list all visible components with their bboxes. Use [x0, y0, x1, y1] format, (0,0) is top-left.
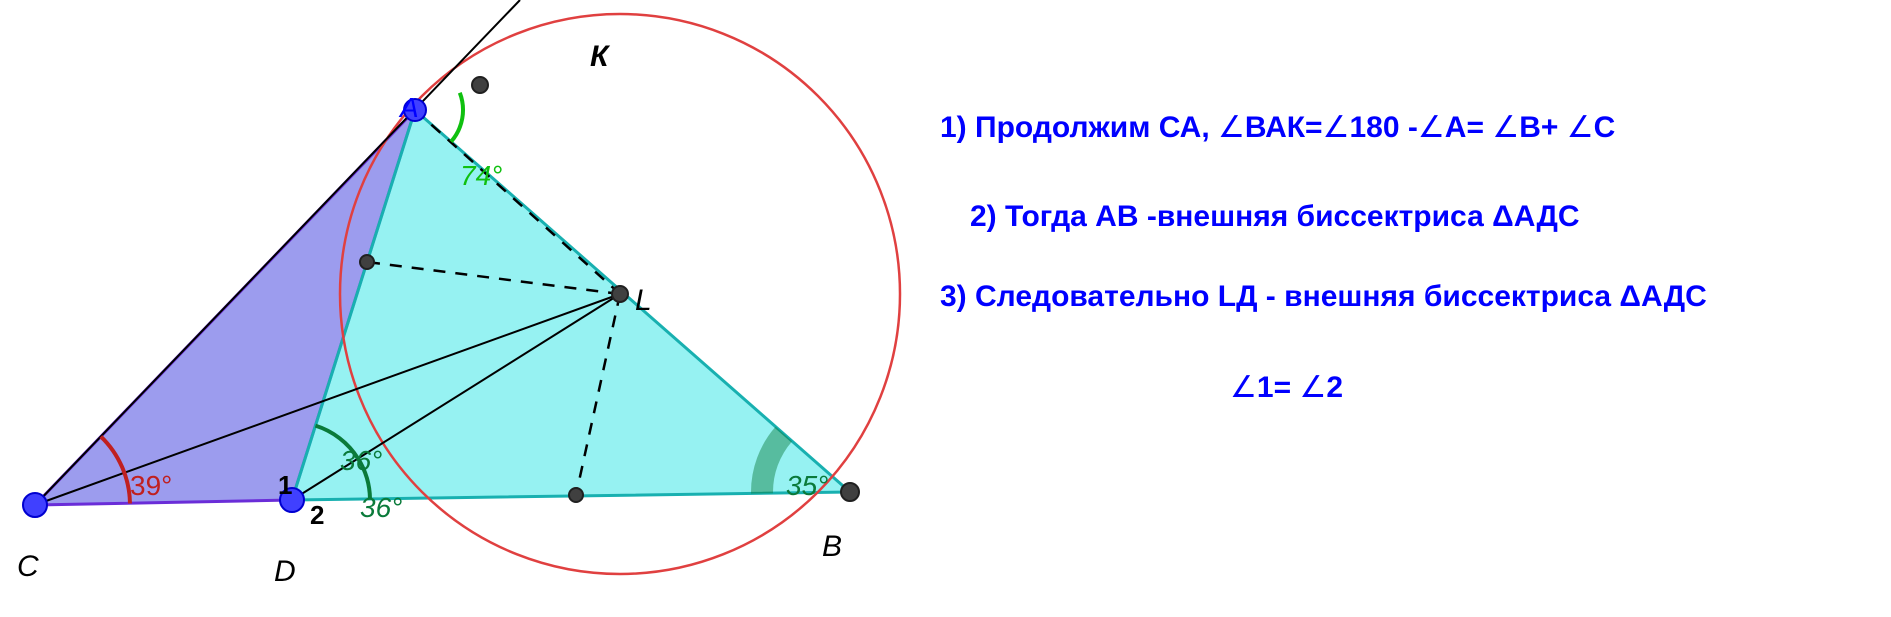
proof-text-span: С: [1594, 111, 1616, 144]
proof-line-2: 2) Тогда АВ -внешняя биссектриса ΔАДС: [970, 200, 1580, 234]
point-label-L: L: [635, 284, 652, 318]
proof-text-span: ВАК=: [1245, 111, 1323, 144]
proof-text-span: 1) Продолжим СА,: [940, 111, 1218, 144]
proof-text-span: 3) Следовательно LД - внешняя биссектрис…: [940, 280, 1707, 313]
angle-icon: ∠: [1492, 111, 1519, 144]
angle-label-d36a: 36°: [340, 445, 382, 477]
angle-label-a74: 74°: [460, 160, 502, 192]
point-label-D: D: [274, 555, 296, 589]
point-label-K: К: [590, 40, 608, 74]
proof-text-span: 180 -: [1349, 111, 1417, 144]
proof-text-span: 2) Тогда АВ -внешняя биссектриса ΔАДС: [970, 200, 1580, 233]
proof-line-4: ∠1= ∠2: [1230, 370, 1343, 405]
angle-label-two: 2: [310, 500, 324, 531]
angle-icon: ∠: [1218, 111, 1245, 144]
angle-label-b35: 35°: [786, 470, 828, 502]
proof-line-3: 3) Следовательно LД - внешняя биссектрис…: [940, 280, 1707, 314]
proof-text-span: В+: [1519, 111, 1567, 144]
angle-icon: ∠: [1323, 111, 1350, 144]
proof-text-span: 2: [1326, 371, 1343, 404]
angle-icon: ∠: [1418, 111, 1445, 144]
point-label-C: С: [17, 550, 39, 584]
angle-icon: ∠: [1230, 371, 1257, 404]
proof-line-1: 1) Продолжим СА, ∠ВАК=∠180 -∠А= ∠В+ ∠С: [940, 110, 1615, 145]
proof-text-span: А=: [1445, 111, 1493, 144]
angle-label-d36b: 36°: [360, 492, 402, 524]
angle-label-c39: 39°: [130, 470, 172, 502]
point-label-A: А: [400, 92, 419, 124]
proof-text-span: 1=: [1257, 371, 1300, 404]
angle-label-one: 1: [278, 470, 292, 501]
point-label-B: В: [822, 530, 842, 564]
angle-icon: ∠: [1567, 111, 1594, 144]
text-layer: АВСDLК39°74°35°36°36°121) Продолжим СА, …: [0, 0, 1891, 617]
angle-icon: ∠: [1299, 371, 1326, 404]
